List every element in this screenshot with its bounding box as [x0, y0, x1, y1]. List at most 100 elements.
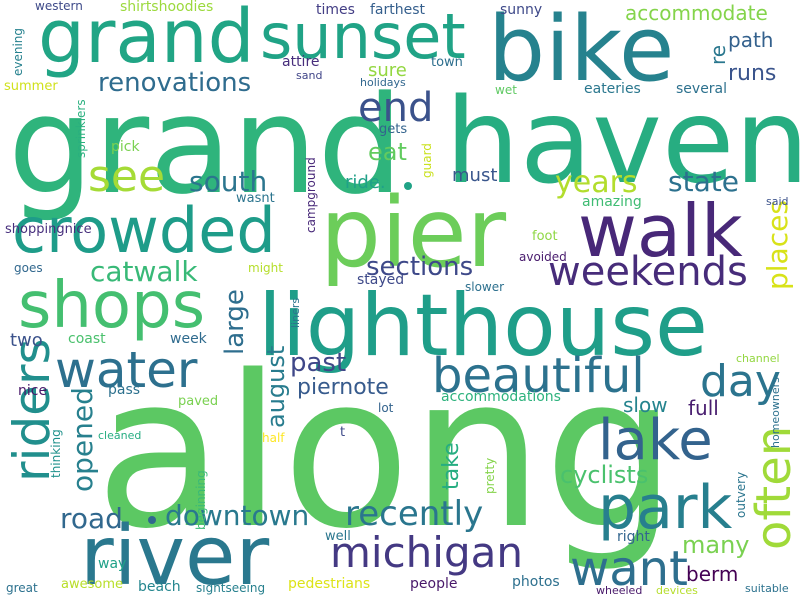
word-stayed: stayed [357, 272, 405, 288]
word-right: right [617, 529, 650, 545]
word-channel: channel [736, 352, 780, 365]
word-years: years [555, 165, 638, 200]
word-great: great [6, 581, 38, 595]
word-wasnt: wasnt [236, 191, 275, 206]
word-devices: devices [656, 584, 698, 597]
word-beach: beach [138, 579, 181, 595]
word-way: way [98, 556, 127, 572]
word-michigan: michigan [330, 528, 523, 577]
word-evening: evening [11, 27, 25, 76]
word-bike: bike [488, 0, 675, 102]
word-re: re [706, 44, 730, 65]
word-recently: recently [345, 494, 484, 534]
word-nice: nice [18, 383, 48, 399]
word-sprinklers: sprinklers [74, 99, 88, 158]
word-path: path [728, 28, 774, 52]
word-walk: walk [578, 189, 743, 273]
word-western: western [35, 0, 83, 13]
word-large: large [220, 289, 250, 355]
word-lighthouse: lighthouse [258, 276, 708, 376]
word-want: want [570, 541, 688, 597]
word-runs: runs [728, 61, 777, 86]
word-beginning: beginning [194, 470, 208, 530]
word-take: take [439, 442, 464, 490]
word-shirtshoodies: shirtshoodies [120, 0, 214, 15]
word-several: several [676, 81, 728, 97]
word-paved: paved [178, 394, 219, 409]
word-sections: sections [366, 252, 474, 282]
word-eateries: eateries [584, 81, 641, 97]
word-awesome: awesome [61, 577, 123, 592]
word-campground: campground [304, 157, 318, 233]
word-coast: coast [68, 331, 106, 347]
word-guard: guard [420, 143, 434, 178]
word-goes: goes [14, 261, 43, 275]
word-accommodate: accommodate [625, 1, 768, 25]
word-weekends: weekends [548, 249, 748, 295]
word-sunset: sunset [260, 0, 466, 73]
word-catwalk: catwalk [90, 255, 198, 288]
word-t: t [340, 425, 346, 440]
word-berm: berm [686, 562, 739, 586]
word-holidays: holidays [360, 76, 406, 89]
dot-mark-2 [148, 516, 156, 524]
word-week: week [170, 331, 207, 347]
word-grand-large: grand [8, 67, 404, 224]
word-homeowners: homeowners [769, 377, 782, 448]
word-road: road [60, 502, 123, 535]
word-sure: sure [368, 60, 407, 81]
word-see: see [88, 151, 166, 202]
word-crowded: crowded [12, 194, 276, 267]
word-ride: ride. [345, 172, 386, 193]
word-sunny: sunny [500, 2, 543, 18]
word-haven: haven [445, 72, 800, 210]
word-shops: shops [18, 269, 206, 343]
word-attire: attire [282, 54, 320, 70]
word-two: two [10, 330, 43, 351]
word-might: might [248, 261, 283, 275]
word-photos: photos [512, 574, 560, 590]
word-gets: gets [379, 122, 408, 137]
word-august: august [262, 345, 290, 428]
word-lot: lot [378, 401, 394, 415]
word-eat: eat [368, 138, 407, 166]
word-beautiful: beautiful [432, 348, 645, 404]
word-full: full [688, 396, 719, 420]
word-pier: pier [320, 177, 507, 289]
word-cleaned: cleaned [98, 429, 142, 442]
word-summer: summer [4, 79, 58, 94]
word-town: town [431, 55, 463, 70]
word-many: many [682, 531, 750, 559]
word-thinking: thinking [49, 429, 63, 478]
word-renovations: renovations [98, 68, 252, 98]
word-along: along [95, 330, 677, 575]
word-farthest: farthest [370, 2, 426, 18]
word-day: day [700, 356, 781, 407]
word-outvery: outvery [734, 471, 748, 518]
word-pick: pick [111, 139, 140, 155]
word-pass: pass [108, 382, 141, 398]
word-south: south [189, 165, 268, 198]
word-shoppingnice: shoppingnice [5, 222, 92, 237]
word-times: times [316, 2, 355, 18]
word-past: past [290, 348, 347, 378]
word-amazing: amazing [582, 194, 642, 210]
word-slower: slower [465, 280, 505, 294]
word-sightseeing: sightseeing [196, 581, 266, 595]
word-piernote: piernote [297, 375, 389, 400]
word-places: places [761, 200, 794, 290]
word-well: well [325, 529, 351, 544]
word-half: half [262, 431, 285, 445]
word-opened: opened [66, 387, 99, 492]
word-liners: liners [289, 297, 302, 328]
word-must: must [452, 165, 498, 186]
word-pretty: pretty [483, 457, 497, 494]
word-lake: lake [598, 408, 713, 473]
word-pedestrians: pedestrians [288, 576, 371, 592]
word-sand: sand [296, 69, 323, 82]
word-slow: slow [623, 393, 668, 417]
word-wet: wet [495, 83, 517, 97]
word-wheeled: wheeled [596, 584, 643, 597]
word-suitable: suitable [745, 582, 789, 595]
